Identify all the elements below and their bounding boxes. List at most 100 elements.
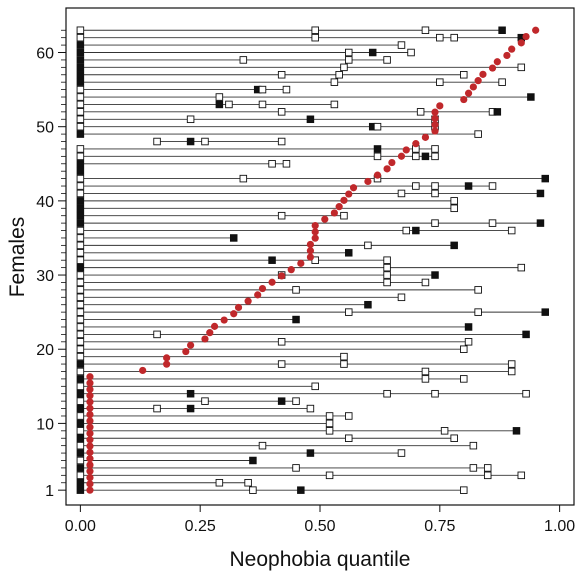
open-square-53-2 (225, 100, 233, 109)
filled-square-42-3 (464, 182, 473, 190)
open-square-28-1 (292, 286, 300, 294)
open-square-52-2 (416, 108, 425, 116)
red-point-26 (206, 329, 214, 337)
filled-square-46-3 (421, 152, 430, 161)
x-axis: 0.00 0.25 0.50 0.75 1.00 (65, 505, 575, 535)
red-point-52 (383, 165, 391, 173)
open-square-17-1 (421, 367, 430, 376)
open-square-56-2 (436, 78, 444, 86)
open-square-17-0 (76, 367, 85, 376)
red-point-49 (349, 184, 358, 192)
open-square-22-0 (76, 330, 85, 339)
filled-square-22-2 (522, 330, 530, 339)
red-point-42 (311, 228, 319, 236)
open-square-32-0 (76, 256, 85, 264)
red-point-34 (268, 278, 276, 286)
filled-square-5-1 (249, 456, 257, 465)
open-square-60-3 (407, 48, 415, 57)
open-square-25-0 (76, 308, 85, 316)
red-point-48 (345, 190, 353, 198)
open-square-20-0 (76, 345, 85, 353)
red-point-36 (287, 266, 295, 274)
red-point-40 (306, 240, 315, 249)
red-point-37 (297, 259, 305, 267)
open-square-31-2 (517, 263, 526, 272)
y-tick-label: 20 (36, 342, 54, 359)
open-square-52-0 (76, 108, 85, 116)
red-point-18 (86, 379, 94, 387)
open-square-50-0 (76, 122, 85, 131)
open-square-9-2 (440, 427, 449, 435)
filled-square-41-3 (536, 189, 545, 198)
open-square-39-1 (450, 204, 458, 213)
filled-square-23-1 (464, 323, 473, 331)
filled-square-44-0 (76, 167, 85, 175)
filled-square-6-0 (76, 449, 85, 457)
open-square-21-0 (76, 338, 85, 346)
open-square-47-3 (431, 145, 439, 153)
red-point-55 (402, 146, 410, 154)
open-square-16-1 (421, 375, 430, 383)
open-square-14-4 (522, 389, 530, 398)
open-square-20-1 (460, 345, 468, 353)
open-square-28-2 (474, 286, 482, 294)
filled-square-37-3 (536, 219, 545, 227)
open-square-45-2 (282, 160, 291, 168)
open-square-48-2 (201, 137, 209, 146)
red-quantile-points (86, 26, 540, 494)
open-square-54-1 (215, 93, 224, 101)
open-square-51-0 (76, 115, 85, 124)
y-tick-label: 60 (36, 46, 54, 63)
x-tick-label: 1.00 (544, 518, 575, 535)
red-point-59 (431, 121, 439, 129)
open-square-53-4 (330, 100, 339, 109)
open-square-55-0 (76, 85, 85, 94)
red-point-39 (306, 247, 315, 255)
red-point-45 (330, 209, 338, 217)
open-square-36-0 (76, 226, 85, 235)
red-point-50 (364, 177, 372, 186)
open-square-36-1 (402, 226, 411, 235)
x-axis-title: Neophobia quantile (230, 548, 411, 571)
open-square-5-0 (76, 456, 85, 465)
red-point-71 (508, 45, 516, 53)
red-point-64 (464, 89, 473, 97)
open-square-62-1 (311, 33, 319, 42)
red-point-66 (474, 77, 482, 85)
filled-square-25-3 (541, 308, 549, 316)
filled-square-10-0 (76, 419, 85, 428)
filled-square-18-0 (76, 360, 85, 368)
red-point-28 (220, 316, 228, 324)
open-square-12-1 (153, 404, 161, 413)
filled-square-51-2 (306, 115, 315, 124)
open-square-22-1 (153, 330, 161, 339)
open-square-21-1 (277, 338, 286, 346)
open-square-57-1 (277, 71, 286, 79)
filled-square-9-3 (512, 427, 521, 435)
open-square-3-1 (325, 471, 334, 480)
filled-square-30-3 (431, 271, 439, 279)
red-point-19 (86, 373, 94, 381)
red-point-32 (254, 291, 262, 299)
filled-square-16-0 (76, 375, 85, 383)
open-square-42-0 (76, 182, 85, 190)
open-square-13-1 (201, 397, 209, 405)
open-square-41-0 (76, 189, 85, 198)
open-square-3-3 (517, 471, 526, 480)
filled-square-2-0 (76, 478, 85, 487)
open-square-62-2 (436, 33, 444, 42)
open-square-48-0 (153, 137, 161, 146)
x-tick-label: 0.00 (65, 518, 96, 535)
open-square-30-2 (383, 271, 391, 279)
red-point-47 (340, 196, 348, 204)
filled-square-61-0 (76, 41, 85, 49)
filled-square-53-1 (215, 100, 224, 109)
open-square-41-1 (397, 189, 406, 198)
open-square-12-3 (306, 404, 315, 413)
open-square-34-0 (76, 241, 85, 250)
open-square-56-1 (330, 78, 339, 86)
open-square-63-1 (311, 26, 319, 35)
red-point-57 (421, 133, 430, 141)
open-square-13-0 (76, 397, 85, 405)
filled-square-14-0 (76, 389, 85, 398)
